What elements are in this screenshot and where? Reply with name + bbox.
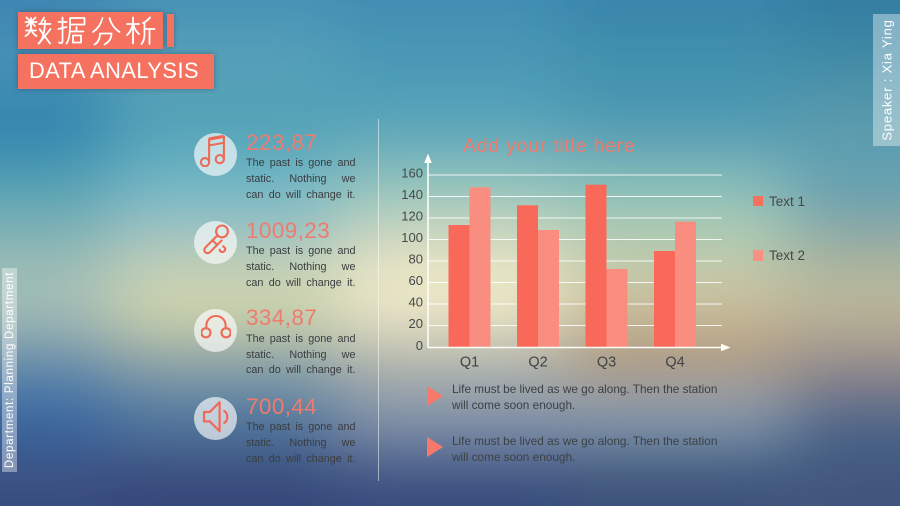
svg-text:140: 140	[401, 187, 423, 202]
svg-text:100: 100	[401, 230, 423, 245]
svg-text:Q1: Q1	[460, 355, 479, 371]
svg-text:20: 20	[409, 316, 423, 331]
svg-text:160: 160	[401, 165, 423, 180]
svg-text:120: 120	[401, 208, 423, 223]
svg-text:Q3: Q3	[597, 355, 616, 371]
svg-text:80: 80	[409, 251, 423, 266]
svg-text:Q4: Q4	[665, 355, 684, 371]
svg-text:0: 0	[416, 338, 423, 353]
svg-text:Q2: Q2	[528, 355, 547, 371]
svg-text:60: 60	[409, 273, 423, 288]
svg-text:40: 40	[409, 294, 423, 309]
